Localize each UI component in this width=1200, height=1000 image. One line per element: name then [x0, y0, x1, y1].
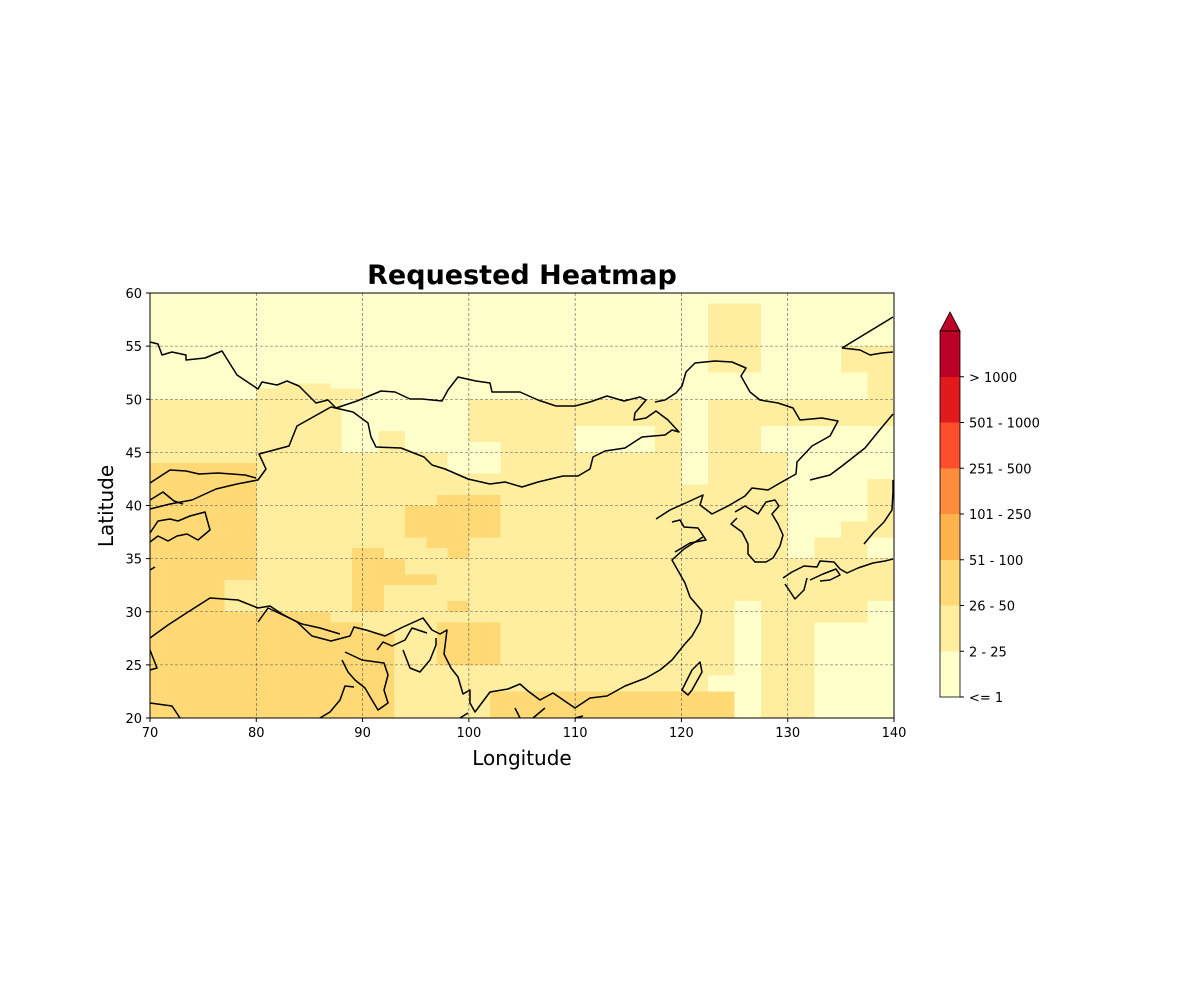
heatmap-cell-region	[447, 601, 469, 612]
heatmap-cell-region	[351, 548, 384, 612]
heatmap-cell-region	[681, 399, 708, 485]
heatmap-cell-region	[761, 425, 788, 453]
chart-title: Requested Heatmap	[367, 260, 677, 291]
heatmap-cell-region	[426, 537, 469, 548]
y-axis-label: Latitude	[94, 465, 118, 547]
y-tick-label: 30	[125, 606, 142, 621]
colorbar-swatch	[940, 559, 960, 606]
y-tick-label: 50	[125, 393, 142, 408]
x-tick-label: 140	[882, 726, 907, 741]
coastline-north	[149, 341, 680, 510]
heatmap-cell-region	[575, 425, 655, 453]
y-tick-label: 55	[125, 340, 142, 355]
y-tick-label: 40	[125, 500, 142, 515]
coastline-korea-peninsula	[654, 360, 839, 563]
x-tick-label: 80	[248, 726, 265, 741]
heatmap-cell-region	[405, 505, 501, 538]
coastline-caspian	[149, 469, 257, 505]
colorbar-label: > 1000	[969, 371, 1017, 386]
heatmap-cell-region	[814, 537, 868, 559]
y-axis-ticks: 20 25 30 35 40 45 50 55 60	[125, 287, 150, 727]
colorbar-label: 101 - 250	[969, 508, 1032, 523]
x-tick-label: 100	[456, 726, 481, 741]
colorbar-swatch	[940, 468, 960, 514]
heatmap-cell-region	[277, 611, 331, 655]
heatmap-cell-region	[840, 346, 894, 373]
colorbar-label: 251 - 500	[969, 462, 1032, 477]
x-axis-ticks: 70 80 90 100 110 120 130 140	[142, 718, 907, 741]
colorbar-extend-arrow	[939, 311, 961, 332]
coastlines	[149, 316, 894, 719]
heatmap-cell-region	[867, 478, 894, 522]
y-tick-label: 35	[125, 553, 142, 568]
grid-lines	[149, 292, 895, 719]
heatmap-cell-region	[447, 441, 501, 474]
colorbar-swatch	[940, 651, 960, 697]
x-tick-label: 130	[775, 726, 800, 741]
heatmap-cell-region	[814, 622, 894, 718]
colorbar-swatch	[940, 514, 960, 560]
heatmap-cell-region	[734, 601, 762, 718]
y-tick-label: 20	[125, 712, 142, 727]
y-tick-label: 25	[125, 659, 142, 674]
colorbar-label: <= 1	[969, 691, 1003, 706]
x-axis-label: Longitude	[472, 746, 571, 770]
heatmap-cell-region	[490, 691, 735, 718]
colorbar: <= 1 2 - 25 26 - 50 51 - 100 101 - 250 251 - …	[939, 311, 1040, 706]
x-tick-label: 70	[142, 726, 159, 741]
colorbar-swatch	[940, 376, 960, 423]
y-tick-label: 45	[125, 446, 142, 461]
heatmap-cell-region	[224, 579, 257, 612]
heatmap-cell-region	[426, 452, 448, 479]
heatmap-cell-region	[840, 521, 894, 538]
colorbar-swatch	[940, 331, 960, 377]
x-tick-label: 110	[563, 726, 588, 741]
heatmap-cell-region	[708, 675, 735, 692]
colorbar-outline	[939, 330, 961, 698]
colorbar-label: 26 - 50	[969, 600, 1015, 615]
colorbar-swatch	[940, 422, 960, 469]
heatmap-cell-region	[203, 601, 225, 623]
x-tick-label: 90	[354, 726, 371, 741]
heatmap-cell-region	[378, 431, 406, 453]
heatmap-cell-region	[447, 548, 469, 559]
colorbar-label: 2 - 25	[969, 645, 1007, 660]
x-tick-label: 120	[669, 726, 694, 741]
coastline-south-asia	[149, 607, 584, 719]
colorbar-label: 51 - 100	[969, 554, 1023, 569]
coastline-japan	[681, 316, 894, 696]
colorbar-label: 501 - 1000	[969, 417, 1040, 432]
heatmap-cell-region	[500, 431, 576, 453]
colorbar-swatch	[940, 605, 960, 652]
y-tick-label: 60	[125, 287, 142, 302]
heatmap-cell-region	[405, 574, 437, 586]
heatmap-cell-region	[383, 558, 406, 586]
